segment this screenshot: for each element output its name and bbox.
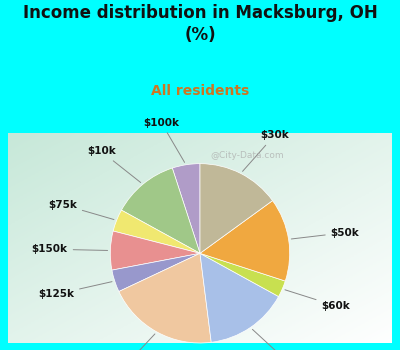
Text: $10k: $10k (87, 146, 141, 182)
Text: @City-Data.com: @City-Data.com (210, 150, 284, 160)
Text: $40k: $40k (107, 334, 155, 350)
Wedge shape (200, 253, 278, 342)
Wedge shape (200, 253, 285, 296)
Text: $100k: $100k (143, 118, 184, 162)
Text: $60k: $60k (285, 290, 350, 311)
Wedge shape (200, 164, 272, 253)
Wedge shape (119, 253, 211, 343)
Wedge shape (200, 201, 290, 281)
Text: $125k: $125k (38, 282, 112, 299)
Text: All residents: All residents (151, 84, 249, 98)
Text: $150k: $150k (32, 244, 108, 254)
Wedge shape (122, 168, 200, 253)
Wedge shape (172, 164, 200, 253)
Wedge shape (113, 210, 200, 253)
Text: $50k: $50k (291, 228, 360, 239)
Text: $30k: $30k (242, 131, 289, 172)
Text: $75k: $75k (48, 199, 114, 219)
Text: Income distribution in Macksburg, OH
(%): Income distribution in Macksburg, OH (%) (23, 4, 377, 44)
Wedge shape (110, 231, 200, 270)
Wedge shape (112, 253, 200, 292)
Text: $20k: $20k (252, 329, 303, 350)
